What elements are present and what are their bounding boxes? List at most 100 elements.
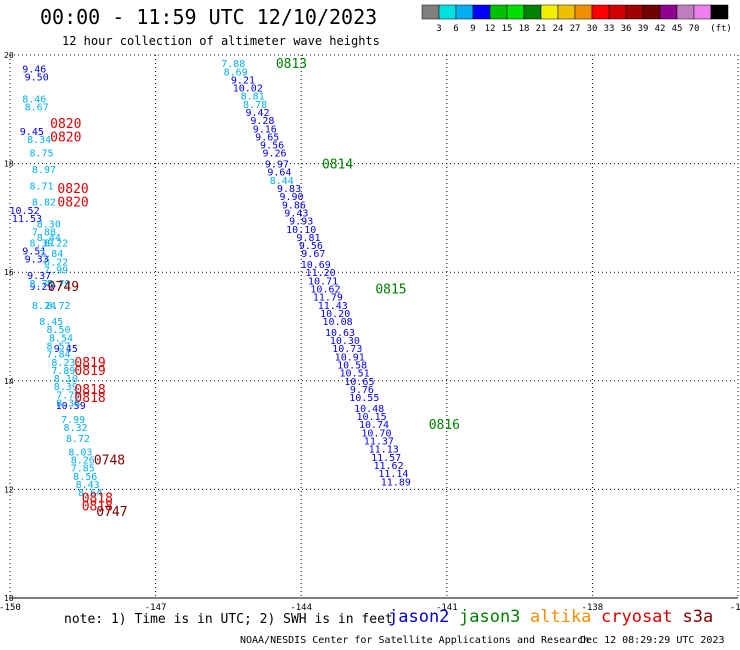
- colorbar-swatch: [506, 4, 525, 20]
- data-point-jason2: 10.59: [56, 401, 86, 412]
- data-point-jason3: 8.32: [63, 423, 87, 434]
- data-point-jason3: 8.69: [224, 67, 248, 78]
- y-tick-label: 20: [4, 51, 14, 60]
- data-point-jason3: 8.43: [76, 480, 100, 491]
- colorbar-swatch: [591, 4, 610, 20]
- data-point-jason2: 10.73: [332, 344, 362, 355]
- pass-time-label: 0818: [82, 500, 113, 515]
- data-point-jason2: 11.79: [313, 293, 343, 304]
- data-point-jason2: 10.30: [330, 336, 360, 347]
- data-point-jason2: 11.57: [371, 453, 401, 464]
- x-tick-label: -138: [582, 603, 604, 613]
- data-point-jason3: 7.88: [221, 59, 245, 70]
- data-point-jason3: 8.44: [270, 176, 294, 187]
- data-point-jason3: 7.88: [32, 227, 56, 238]
- data-point-jason3: 8.24: [32, 301, 56, 312]
- pass-time-label: 0819: [74, 364, 105, 379]
- mission-legend-jason3: jason3: [459, 607, 521, 627]
- data-point-jason3: 8.54: [49, 333, 73, 344]
- data-point-jason3: 8.72: [46, 301, 70, 312]
- pass-time-label: 0749: [48, 280, 79, 295]
- pass-time-label: 0818: [82, 492, 113, 507]
- data-point-jason2: 10.48: [354, 404, 384, 415]
- colorbar-swatch: [710, 4, 729, 20]
- data-point-jason3: 8.22: [44, 238, 68, 249]
- colorbar-swatch: [693, 4, 712, 20]
- y-tick-label: 18: [4, 160, 14, 169]
- colorbar-swatch: [676, 4, 695, 20]
- data-point-jason3: 8.67: [25, 103, 49, 114]
- data-point-jason3: 8.23: [51, 358, 75, 369]
- data-point-jason3: 7.84: [46, 350, 70, 361]
- data-point-jason2: 9.93: [289, 217, 313, 228]
- data-point-jason2: 10.62: [310, 284, 340, 295]
- colorbar-label: 27: [570, 24, 581, 34]
- axis-tick-labels: -150 -147 -144 -141 -138 -13 10 12 14 16 18 20: [0, 51, 740, 613]
- data-point-jason3: 8.22: [44, 257, 68, 268]
- data-point-jason2: 11.37: [364, 437, 394, 448]
- data-point-jason2: 9.16: [253, 124, 277, 135]
- y-tick-label: 10: [4, 594, 14, 603]
- data-point-jason2: 9.43: [284, 208, 308, 219]
- colorbar-swatch: [540, 4, 559, 20]
- data-point-jason2: 9.33: [25, 255, 49, 266]
- pass-time-label: 0820: [50, 117, 81, 132]
- data-point-jason2: 10.52: [10, 206, 40, 217]
- pass-time-label: 0816: [429, 418, 460, 433]
- data-point-jason3: 8.57: [46, 342, 70, 353]
- data-point-jason3: 8.78: [29, 279, 53, 290]
- x-tick-label: -141: [436, 603, 458, 613]
- data-point-jason2: 9.65: [255, 132, 279, 143]
- data-point-jason2: 9.64: [267, 168, 291, 179]
- pass-time-label: 0814: [322, 158, 353, 173]
- data-point-jason2: 9.29: [29, 282, 53, 293]
- colorbar-label: 33: [604, 24, 615, 34]
- data-point-jason2: 10.69: [301, 260, 331, 271]
- data-point-jason2: 9.42: [245, 108, 269, 119]
- colorbar-label: 6: [453, 24, 458, 34]
- mission-legend-altika: altika: [530, 607, 592, 627]
- footer-timestamp: Dec 12 08:29:29 UTC 2023: [580, 635, 725, 646]
- data-point-jason2: 10.91: [335, 352, 365, 363]
- data-point-jason2: 10.10: [286, 225, 316, 236]
- data-point-jason2: 9.45: [20, 127, 44, 138]
- data-point-jason2: 9.37: [27, 271, 51, 282]
- data-point-jason2: 9.56: [299, 241, 323, 252]
- pass-time-label: 0818: [74, 383, 105, 398]
- colorbar-label: 9: [470, 24, 475, 34]
- pass-time-label: 0748: [94, 454, 125, 469]
- data-point-jason3: 8.45: [39, 317, 63, 328]
- data-point-jason3: 8.39: [54, 382, 78, 393]
- data-point-jason2: 10.51: [340, 369, 370, 380]
- data-point-jason3: 8.03: [68, 447, 92, 458]
- colorbar-label: 3: [436, 24, 441, 34]
- colorbar-swatch: [421, 4, 440, 20]
- data-point-jason3: 8.79: [46, 279, 70, 290]
- data-point-jason2: 11.43: [318, 301, 348, 312]
- data-point-jason2: 10.15: [357, 412, 387, 423]
- data-point-jason3: 7.99: [44, 265, 68, 276]
- data-point-jason2: 8.81: [241, 92, 265, 103]
- x-tick-label: -144: [290, 603, 312, 613]
- colorbar-label: 21: [536, 24, 547, 34]
- data-point-jason3: 8.97: [32, 165, 56, 176]
- footer-note: note: 1) Time is in UTC; 2) SWH is in fe…: [64, 612, 393, 627]
- data-point-jason3: 8.44: [37, 233, 61, 244]
- data-point-jason2: 10.55: [349, 393, 379, 404]
- data-point-jason2: 11.13: [369, 445, 399, 456]
- colorbar-label: 12: [485, 24, 496, 34]
- pass-time-label: 0820: [57, 196, 88, 211]
- data-point-jason2: 9.76: [350, 385, 374, 396]
- data-point-jason3: 8.10: [54, 374, 78, 385]
- color-scale-legend: 3 6 9 12 15 18 21 24 27 30 33 36 39 42 45 70 (ft): [421, 4, 732, 34]
- data-point-jason3: 7.84: [39, 249, 63, 260]
- data-point-jason3: 8.38: [56, 399, 80, 410]
- colorbar-label: 30: [587, 24, 598, 34]
- data-point-jason3: 8.50: [46, 325, 70, 336]
- x-tick-label: -13: [730, 603, 740, 613]
- data-point-jason2: 9.46: [22, 65, 46, 76]
- colorbar-swatch: [455, 4, 474, 20]
- x-tick-label: -147: [145, 603, 167, 613]
- y-tick-label: 12: [4, 485, 14, 494]
